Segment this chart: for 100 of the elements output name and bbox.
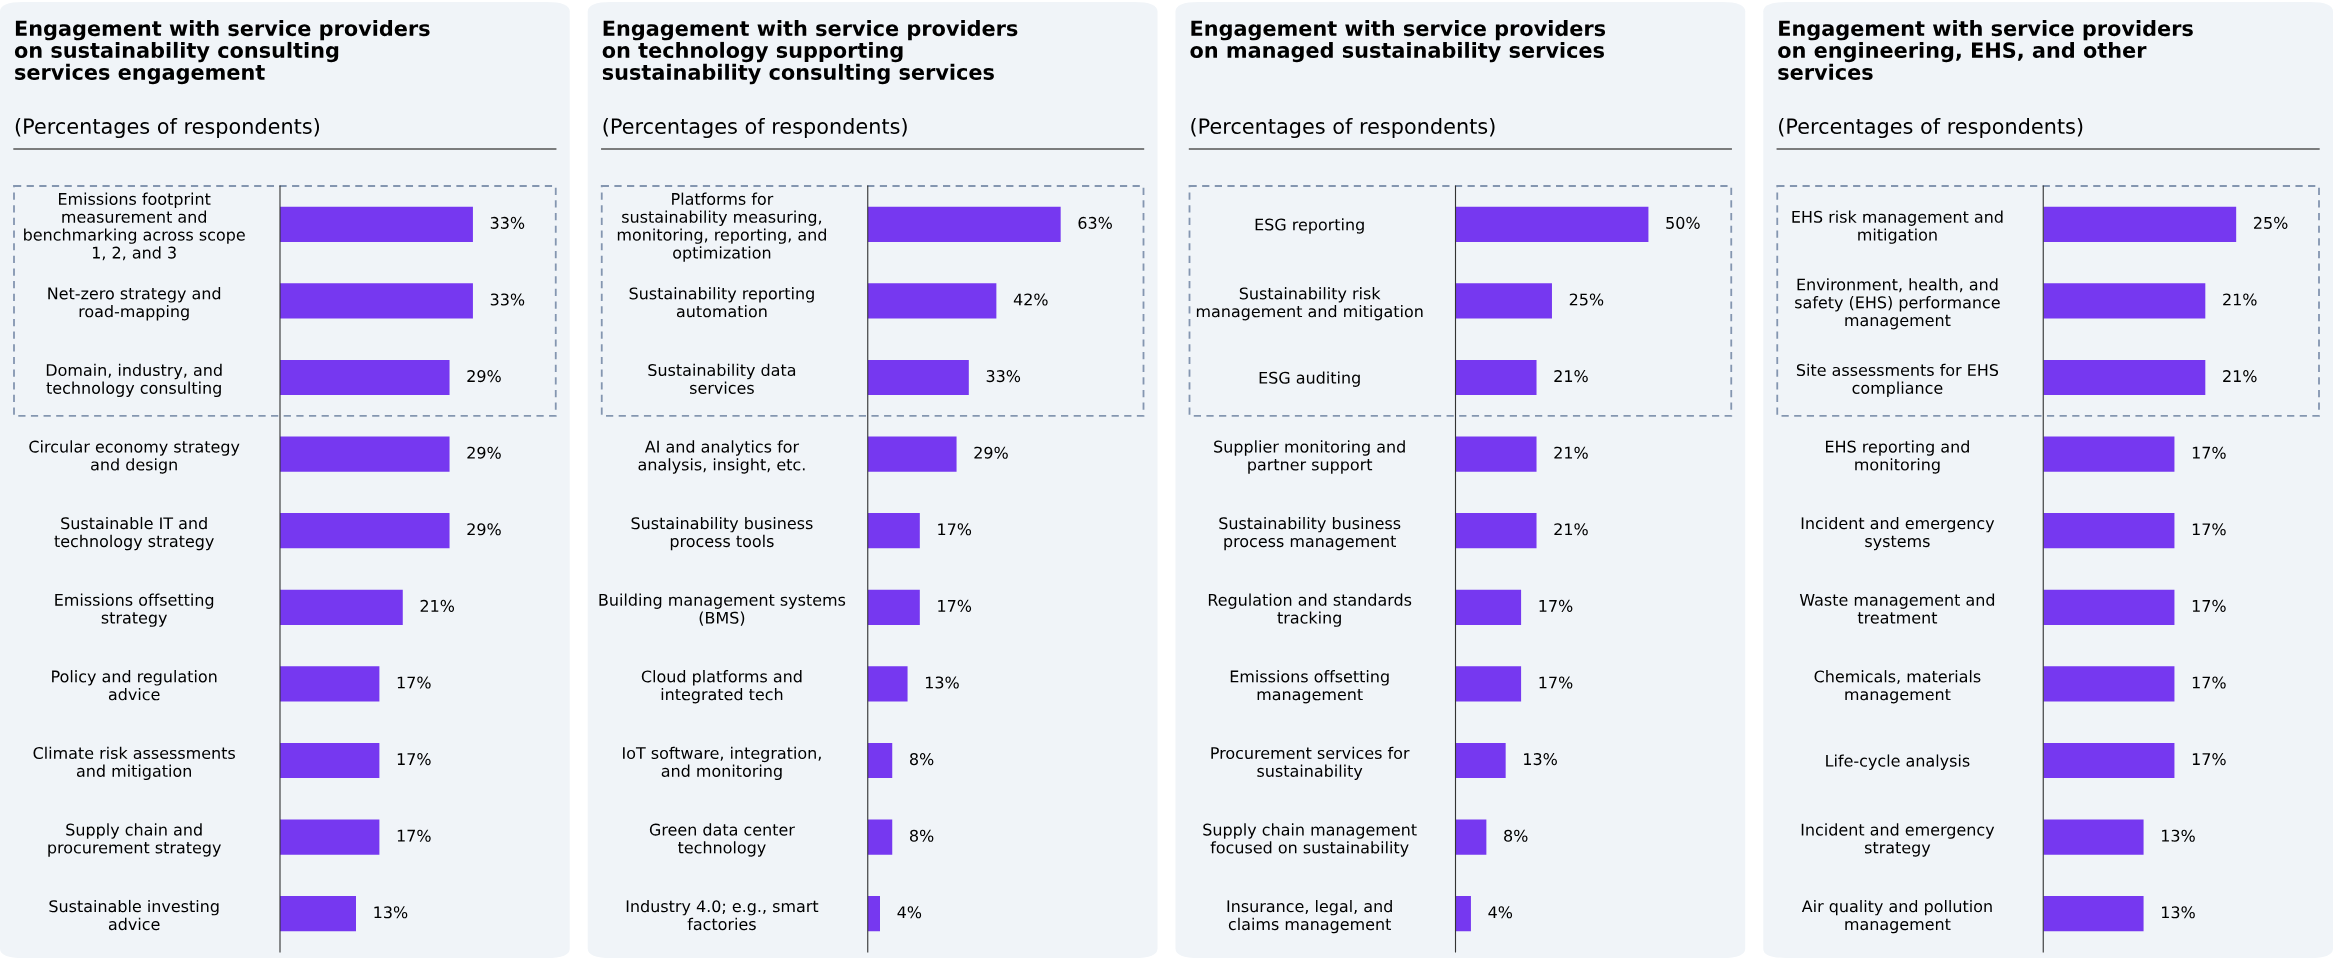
bar — [867, 742, 893, 779]
chart-title: Engagement with service providers on technology supporting sustainability consulting services — [602, 20, 1018, 85]
data-label: 25% — [1569, 293, 1604, 306]
data-label: 33% — [490, 216, 525, 229]
bar — [280, 206, 473, 242]
y-tick-label: Supplier monitoring and partner support — [1214, 440, 1405, 474]
bar — [867, 819, 893, 855]
data-label: 13% — [2162, 829, 2195, 842]
bar — [280, 359, 450, 396]
bar — [2043, 589, 2175, 625]
data-label: 17% — [2192, 676, 2226, 689]
chart-title: Engagement with service providers on sustainability consulting services engagement — [14, 20, 430, 85]
bar — [2043, 819, 2144, 855]
y-tick-label: Air quality and pollution management — [1801, 899, 1992, 934]
y-tick-label: ESG reporting — [1255, 218, 1364, 234]
y-tick-label: Sustainability business process management — [1219, 516, 1401, 551]
y-tick-label: Insurance, legal, and claims management — [1227, 899, 1392, 934]
y-tick-label: Supply chain management focused on sustainability — [1203, 823, 1417, 857]
bar — [867, 666, 908, 702]
y-tick-label: Policy and regulation advice — [52, 670, 217, 701]
bar — [2043, 436, 2175, 472]
y-tick-label: EHS risk management and mitigation — [1792, 210, 2003, 244]
data-label: 33% — [986, 370, 1021, 383]
data-label: 8% — [910, 753, 934, 766]
y-tick-label: Emissions offsetting strategy — [55, 593, 214, 627]
data-label: 17% — [2192, 753, 2226, 766]
data-label: 25% — [2254, 216, 2288, 229]
y-tick-label: Life-cycle analysis — [1826, 754, 1970, 770]
y-tick-label: Emissions offsetting management — [1230, 670, 1389, 704]
bar — [1455, 742, 1506, 779]
y-tick-label: Climate risk assessments and mitigation — [33, 746, 235, 781]
bar — [280, 666, 380, 702]
data-label: 13% — [925, 676, 959, 689]
data-label: 21% — [2223, 293, 2257, 306]
data-label: 17% — [2192, 446, 2226, 459]
bar — [867, 436, 957, 472]
bar — [1455, 819, 1487, 855]
data-label: 21% — [2223, 370, 2257, 383]
data-label: 17% — [1539, 599, 1573, 612]
bar — [867, 589, 920, 625]
data-label: 21% — [1554, 446, 1588, 459]
chart-subtitle: (Percentages of respondents) — [603, 117, 907, 139]
data-label: 17% — [1539, 676, 1573, 689]
data-label: 29% — [467, 370, 501, 383]
bar — [280, 896, 356, 932]
y-tick-label: Emissions footprint measurement and benchmarking across scope 1, 2, and 3 — [24, 192, 245, 261]
bar — [2043, 742, 2175, 779]
y-tick-label: Sustainable IT and technology strategy — [54, 516, 214, 551]
y-tick-label: AI and analytics for analysis, insight, etc. — [638, 440, 805, 474]
bar — [2043, 513, 2175, 549]
y-tick-label: Sustainability business process tools — [631, 516, 813, 551]
chart-subtitle: (Percentages of respondents) — [1779, 117, 2083, 139]
y-tick-label: IoT software, integration, and monitoring — [623, 746, 821, 781]
bar — [1455, 359, 1537, 396]
data-label: 17% — [938, 523, 972, 536]
chart-subtitle: (Percentages of respondents) — [1191, 117, 1495, 139]
bar — [1455, 206, 1649, 242]
data-label: 21% — [420, 599, 455, 612]
bar — [280, 742, 380, 779]
bar — [280, 819, 380, 855]
data-label: 29% — [467, 446, 501, 459]
data-label: 29% — [974, 446, 1008, 459]
bar — [280, 513, 450, 549]
bar — [867, 283, 997, 319]
data-label: 13% — [1524, 753, 1557, 766]
data-label: 8% — [910, 829, 934, 842]
chart-title: Engagement with service providers on engineering, EHS, and other services — [1778, 20, 2193, 80]
bar — [867, 359, 969, 396]
data-label: 4% — [897, 906, 922, 919]
y-tick-label: Sustainable investing advice — [49, 899, 219, 931]
data-label: 33% — [490, 293, 525, 306]
data-label: 21% — [1554, 523, 1588, 536]
data-label: 13% — [374, 906, 408, 919]
bar — [280, 283, 473, 319]
bar — [1455, 283, 1552, 319]
data-label: 17% — [397, 753, 431, 766]
y-tick-label: ESG auditing — [1259, 371, 1360, 387]
data-label: 17% — [397, 676, 431, 689]
y-tick-label: Procurement services for sustainability — [1211, 746, 1410, 781]
bar — [867, 896, 880, 932]
bar — [2043, 359, 2206, 396]
data-label: 63% — [1078, 216, 1112, 229]
y-tick-label: Sustainability risk management and mitigation — [1196, 287, 1423, 321]
bar — [867, 513, 920, 549]
y-tick-label: Domain, industry, and technology consulting — [46, 363, 222, 398]
chart-title: Engagement with service providers on managed sustainability services — [1190, 20, 1606, 63]
bar — [1455, 896, 1471, 932]
bar — [867, 206, 1061, 242]
bar — [2043, 896, 2144, 932]
y-tick-label: Chemicals, materials management — [1814, 670, 1981, 704]
bar — [2043, 206, 2237, 242]
bar — [1455, 513, 1537, 549]
data-label: 17% — [397, 829, 431, 842]
data-label: 42% — [1013, 293, 1048, 306]
bar — [1455, 589, 1522, 625]
bar — [1455, 436, 1537, 472]
data-label: 17% — [2192, 599, 2226, 612]
data-label: 8% — [1504, 829, 1528, 842]
bar — [280, 436, 450, 472]
y-tick-label: Net-zero strategy and road-mapping — [48, 287, 221, 321]
